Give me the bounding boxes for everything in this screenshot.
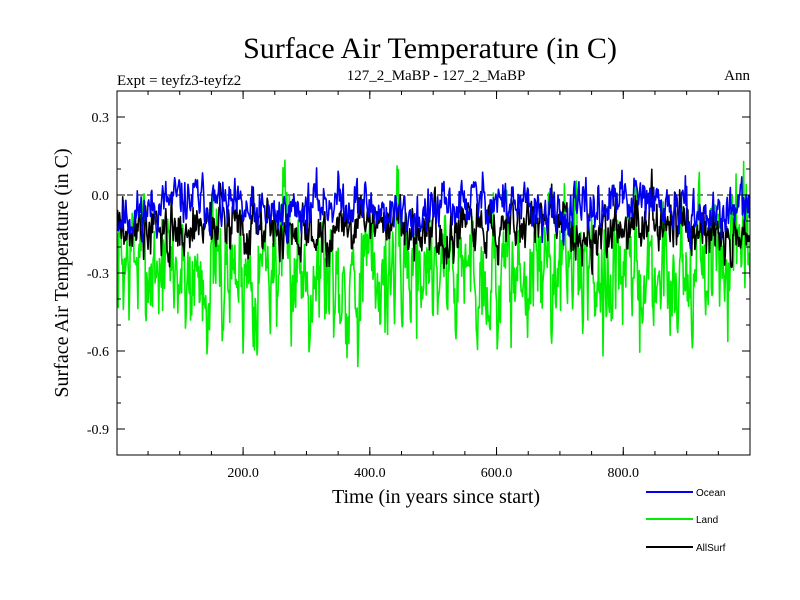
chart-subtitle-right: Ann (724, 68, 750, 84)
y-axis-label: Surface Air Temperature (in C) (51, 148, 73, 397)
plot-frame (116, 90, 751, 456)
plot-area (117, 159, 750, 368)
x-tick-label: 400.0 (354, 466, 386, 481)
chart-title: Surface Air Temperature (in C) (243, 32, 617, 65)
legend-label-land: Land (696, 515, 718, 526)
x-axis-label: Time (in years since start) (332, 486, 540, 508)
series-line-ocean (117, 167, 750, 250)
legend-label-allsurf: AllSurf (696, 543, 726, 554)
x-tick-label: 200.0 (227, 466, 259, 481)
series-line-land (117, 159, 750, 368)
legend: Ocean Land AllSurf (646, 488, 726, 554)
chart-subtitle-center: 127_2_MaBP - 127_2_MaBP (347, 68, 526, 84)
y-tick-label: 0.0 (92, 189, 110, 204)
legend-label-ocean: Ocean (696, 488, 725, 499)
x-axis: 200.0 400.0 600.0 800.0 (147, 91, 719, 481)
y-tick-label: -0.9 (87, 423, 109, 438)
y-tick-label: 0.3 (92, 111, 110, 126)
x-tick-label: 800.0 (608, 466, 640, 481)
x-tick-label: 600.0 (481, 466, 513, 481)
y-tick-label: -0.3 (87, 267, 109, 282)
chart-subtitle-left: Expt = teyfz3-teyfz2 (117, 73, 241, 89)
y-tick-label: -0.6 (87, 345, 109, 360)
